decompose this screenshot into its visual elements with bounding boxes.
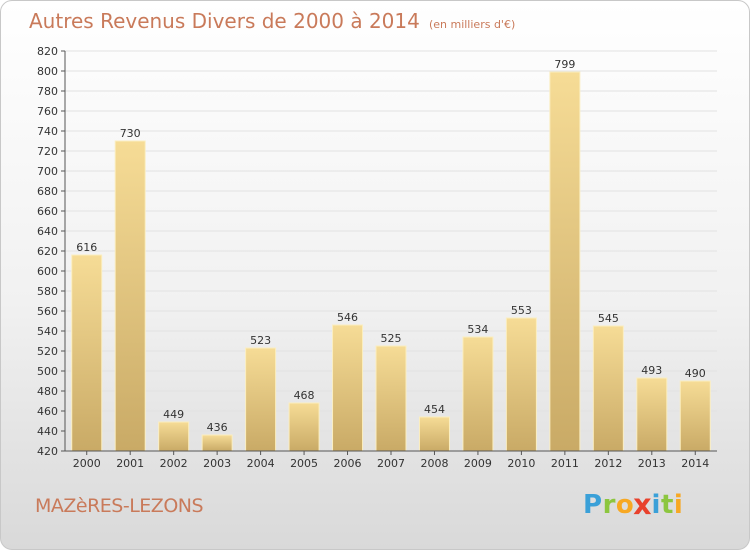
y-tick-label: 480 [37,385,58,398]
x-tick-label: 2013 [638,457,666,470]
y-tick-label: 700 [37,165,58,178]
bar [636,377,668,452]
y-tick-label: 420 [37,445,58,458]
y-tick-label: 720 [37,145,58,158]
bar [418,416,450,452]
x-tick-label: 2003 [203,457,231,470]
bar [332,324,364,452]
commune-name: MAZèRES-LEZONS [35,495,204,517]
labels: 420 440 460 480 500 520 540 560 580 600 620 640 660 6… [37,45,709,470]
bar [114,140,146,452]
bar [158,421,190,452]
x-tick-label: 2012 [594,457,622,470]
bar [245,347,277,452]
x-tick-label: 2006 [334,457,362,470]
data-label: 490 [685,367,706,380]
x-tick-label: 2014 [681,457,709,470]
y-tick-label: 760 [37,105,58,118]
brand-letter: i [651,490,661,520]
bar [288,402,320,452]
bar [505,317,537,452]
x-tick-label: 2007 [377,457,405,470]
title-unit: (en milliers d'€) [428,18,516,31]
data-label: 616 [76,241,97,254]
y-tick-label: 600 [37,265,58,278]
data-label: 449 [163,408,184,421]
x-tick-label: 2001 [116,457,144,470]
x-tick-label: 2005 [290,457,318,470]
data-label: 545 [598,312,619,325]
y-tick-label: 820 [37,45,58,58]
bars [71,71,711,452]
data-label: 436 [207,421,228,434]
axes [61,50,717,455]
y-tick-label: 780 [37,85,58,98]
bar [592,325,624,452]
y-tick-label: 540 [37,325,58,338]
brand-logo: Proxiti [583,488,684,522]
y-tick-label: 440 [37,425,58,438]
brand-letter: t [660,490,674,520]
brand-letter: o [615,490,635,520]
title-main: Autres Revenus Divers de 2000 à 2014 [29,9,420,33]
y-tick-label: 460 [37,405,58,418]
bar [201,434,233,452]
y-tick-label: 620 [37,245,58,258]
bar [549,71,581,452]
y-tick-label: 500 [37,365,58,378]
brand-letter: r [602,490,616,520]
x-tick-label: 2000 [73,457,101,470]
y-tick-label: 680 [37,185,58,198]
data-label: 523 [250,334,271,347]
data-label: 468 [294,389,315,402]
y-tick-label: 800 [37,65,58,78]
brand-letter: x [633,488,653,522]
y-tick-label: 740 [37,125,58,138]
chart-title: Autres Revenus Divers de 2000 à 2014 (en… [29,9,515,33]
data-label: 730 [120,127,141,140]
data-label: 525 [381,332,402,345]
bar [71,254,103,452]
data-label: 799 [554,58,575,71]
data-label: 534 [467,323,488,336]
x-tick-label: 2011 [551,457,579,470]
data-label: 546 [337,311,358,324]
bar [375,345,407,452]
data-label: 493 [641,364,662,377]
y-tick-label: 520 [37,345,58,358]
brand-letter: P [583,490,603,520]
x-tick-label: 2010 [507,457,535,470]
x-tick-label: 2002 [160,457,188,470]
x-tick-label: 2008 [420,457,448,470]
y-tick-label: 640 [37,225,58,238]
brand-letter: i [673,490,684,520]
x-tick-label: 2004 [247,457,275,470]
data-label: 454 [424,403,445,416]
y-tick-label: 660 [37,205,58,218]
bar [679,380,711,452]
x-tick-label: 2009 [464,457,492,470]
y-tick-label: 560 [37,305,58,318]
data-label: 553 [511,304,532,317]
y-tick-label: 580 [37,285,58,298]
bar [462,336,494,452]
